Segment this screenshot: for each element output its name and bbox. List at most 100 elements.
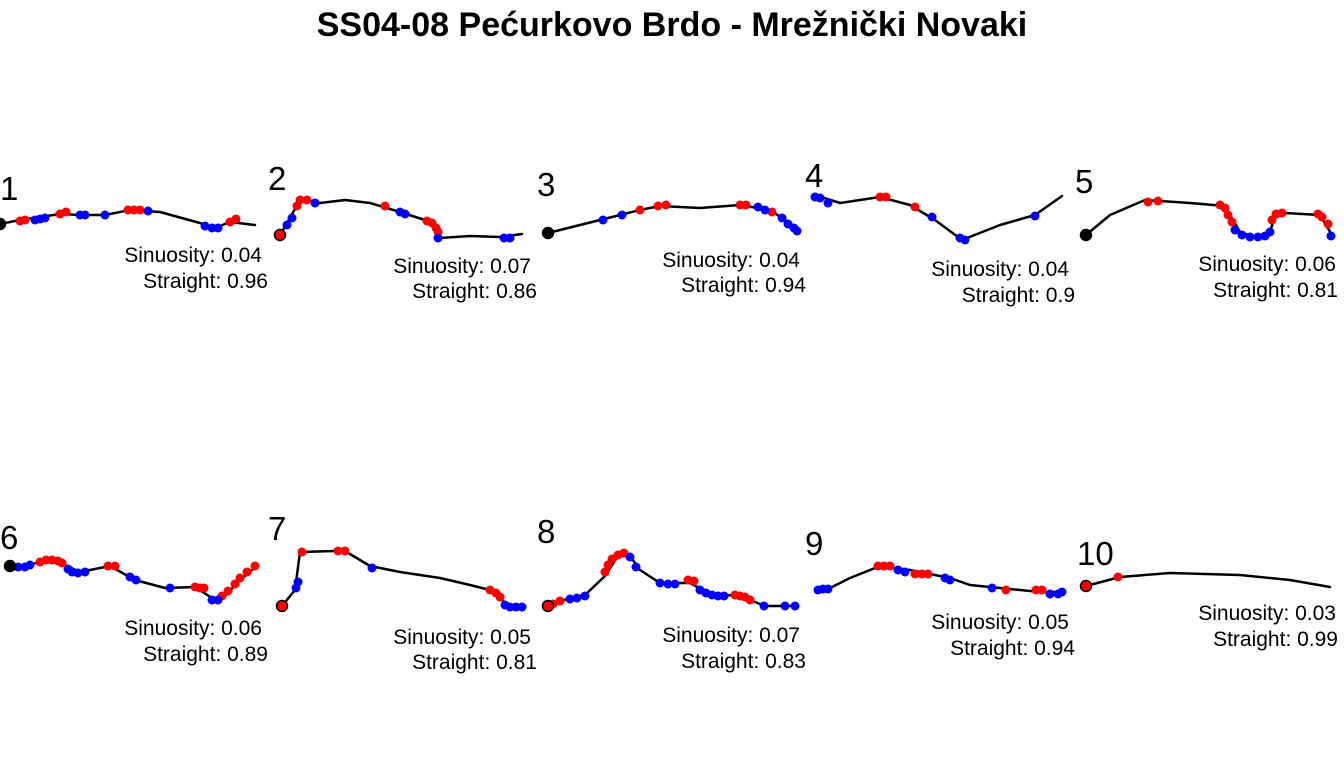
blue-turn-point	[893, 565, 903, 575]
straight-label: Straight: 0.86	[412, 280, 537, 303]
sinuosity-label: Sinuosity: 0.07	[662, 624, 800, 647]
red-turn-point	[910, 569, 920, 579]
straight-label: Straight: 0.9	[962, 284, 1075, 307]
blue-turn-point	[1253, 232, 1263, 242]
panel-number: 3	[537, 166, 555, 203]
start-point	[541, 599, 555, 613]
blue-turn-point	[1030, 211, 1040, 221]
blue-turn-point	[287, 213, 297, 223]
red-turn-point	[110, 561, 120, 571]
blue-turn-point	[433, 233, 443, 243]
red-turn-point	[231, 214, 241, 224]
blue-turn-point	[777, 213, 787, 223]
route-line	[546, 203, 799, 235]
straight-label: Straight: 0.94	[681, 274, 806, 297]
straight-label: Straight: 0.83	[681, 650, 806, 673]
red-turn-point	[661, 200, 671, 210]
start-point	[541, 226, 555, 240]
red-turn-point	[1277, 208, 1287, 218]
start-point	[275, 599, 289, 613]
red-turn-point	[20, 215, 30, 225]
blue-turn-point	[945, 575, 955, 585]
blue-turn-point	[987, 583, 997, 593]
blue-turn-point	[753, 202, 763, 212]
blue-turn-point	[293, 577, 303, 587]
blue-turn-point	[617, 210, 627, 220]
blue-turn-point	[1237, 230, 1247, 240]
red-turn-point	[242, 567, 252, 577]
blue-turn-point	[815, 193, 825, 203]
red-turn-point	[1037, 585, 1047, 595]
red-turn-point	[745, 595, 755, 605]
red-turn-point	[1317, 212, 1327, 222]
blue-turn-point	[670, 579, 680, 589]
panel-number: 8	[537, 513, 555, 550]
panel-number: 5	[1075, 163, 1093, 200]
route-line	[813, 564, 1064, 594]
blue-turn-point	[367, 563, 377, 573]
panel-number: 7	[268, 510, 286, 547]
red-turn-point	[923, 569, 933, 579]
stage-panel-10: 10 Sinuosity: 0.03 Straight: 0.99	[1077, 535, 1338, 651]
blue-turn-point	[25, 560, 35, 570]
sinuosity-label: Sinuosity: 0.03	[1198, 602, 1336, 625]
sinuosity-label: Sinuosity: 0.04	[124, 244, 262, 267]
blue-turn-point	[823, 198, 833, 208]
blue-turn-point	[790, 601, 800, 611]
red-turn-point	[1153, 196, 1163, 206]
red-turn-point	[340, 546, 350, 556]
panel-number: 6	[0, 519, 18, 556]
blue-turn-point	[625, 552, 635, 562]
red-turn-point	[235, 573, 245, 583]
blue-turn-point	[517, 602, 527, 612]
blue-turn-point	[213, 223, 223, 233]
blue-turn-point	[792, 226, 802, 236]
blue-turn-point	[1245, 232, 1255, 242]
red-turn-point	[103, 561, 113, 571]
blue-turn-point	[1045, 589, 1055, 599]
straight-label: Straight: 0.81	[412, 651, 537, 674]
start-point	[273, 228, 287, 242]
sinuosity-label: Sinuosity: 0.04	[662, 249, 800, 272]
blue-turn-point	[759, 601, 769, 611]
straight-label: Straight: 0.89	[143, 643, 268, 666]
stage-panel-6: 6 Sinuosity: 0.06 Straight: 0.89	[0, 519, 268, 666]
blue-turn-point	[165, 583, 175, 593]
straight-label: Straight: 0.96	[143, 270, 268, 293]
stage-panel-1: 1 Sinuosity: 0.04 Straight: 0.96	[0, 170, 268, 293]
blue-turn-point	[131, 575, 141, 585]
blue-turn-point	[1230, 225, 1240, 235]
panel-number: 2	[268, 160, 286, 197]
sinuosity-label: Sinuosity: 0.05	[393, 626, 531, 649]
stage-panel-8: 8 Sinuosity: 0.07 Straight: 0.83	[537, 513, 806, 673]
blue-turn-point	[282, 220, 292, 230]
red-turn-point	[689, 576, 699, 586]
start-point	[1079, 228, 1093, 242]
straight-label: Straight: 0.99	[1213, 628, 1338, 651]
red-turn-point	[230, 579, 240, 589]
blue-turn-point	[572, 593, 582, 603]
blue-turn-point	[400, 209, 410, 219]
red-turn-point	[199, 583, 209, 593]
route-line	[1084, 198, 1334, 239]
blue-turn-point	[719, 591, 729, 601]
blue-turn-point	[73, 568, 83, 578]
straight-label: Straight: 0.94	[950, 637, 1075, 660]
red-turn-point	[1323, 219, 1333, 229]
red-turn-point	[61, 207, 71, 217]
red-turn-point	[57, 558, 67, 568]
sinuosity-label: Sinuosity: 0.06	[1198, 253, 1336, 276]
start-point	[3, 559, 17, 573]
blue-turn-point	[100, 210, 110, 220]
blue-turn-point	[900, 567, 910, 577]
red-turn-point	[295, 195, 305, 205]
sinuosity-label: Sinuosity: 0.06	[124, 617, 262, 640]
blue-turn-point	[1057, 587, 1067, 597]
red-turn-point	[380, 201, 390, 211]
panel-number: 9	[805, 525, 823, 562]
chart-title: SS04-08 Pećurkovo Brdo - Mrežnički Novak…	[317, 6, 1027, 44]
